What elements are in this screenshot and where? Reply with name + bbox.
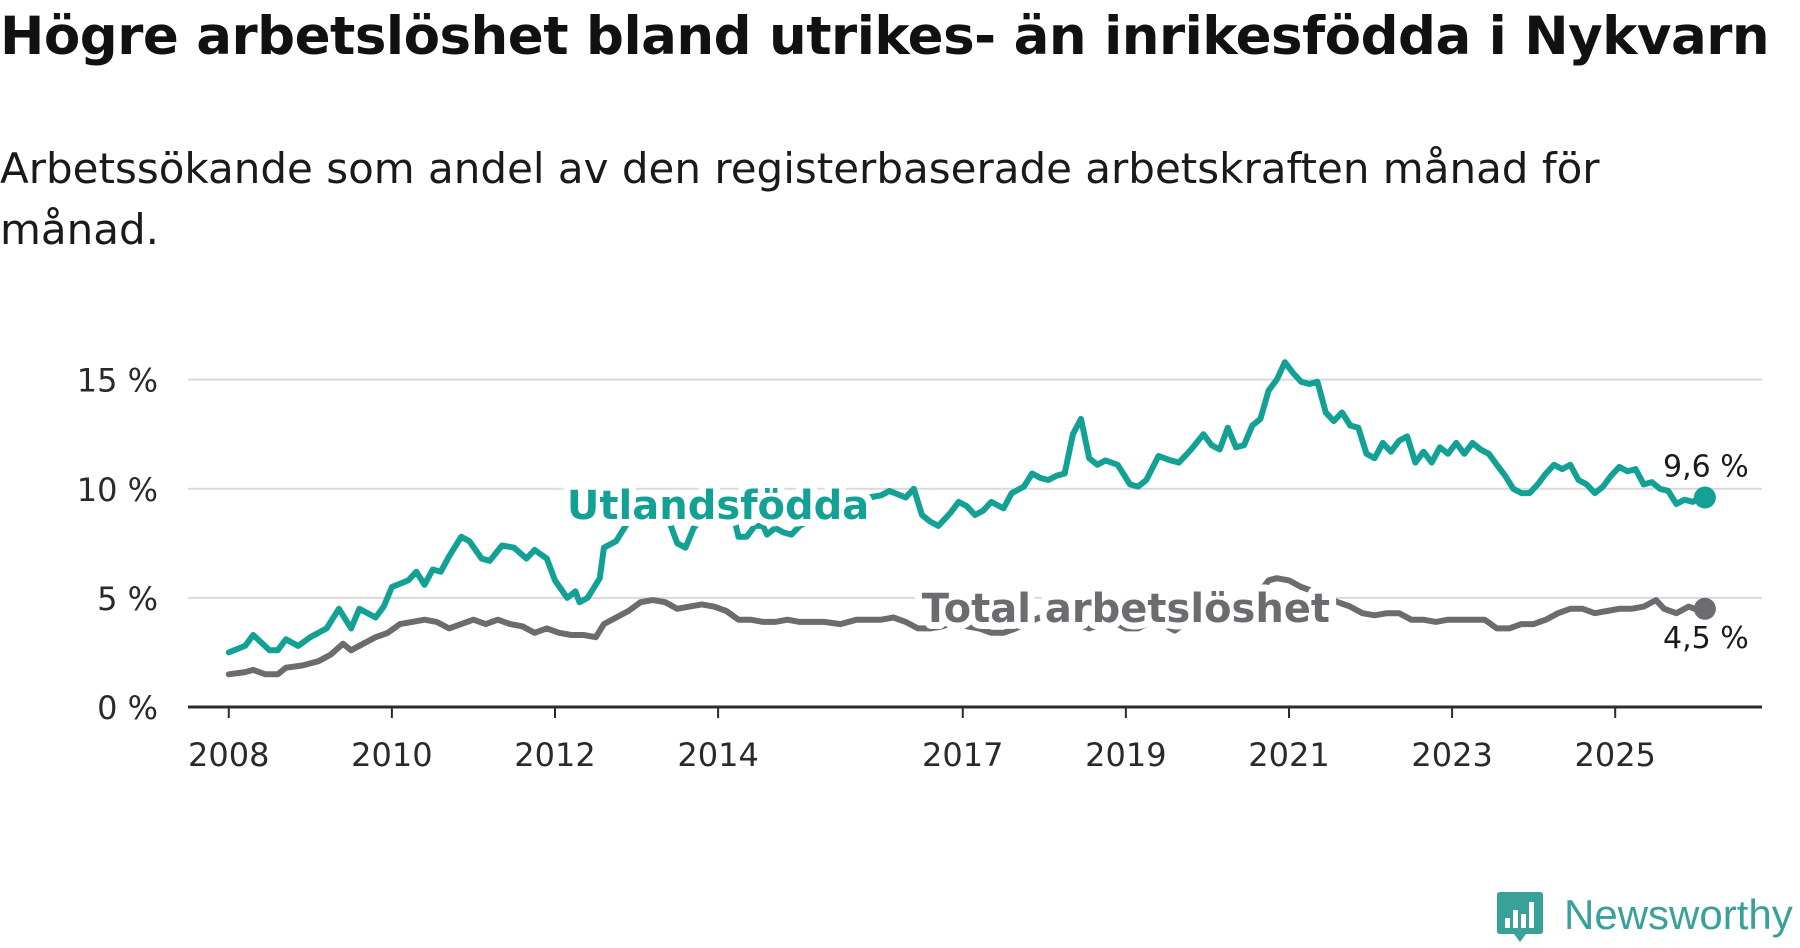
y-axis: 0 % 5 % 10 % 15 %: [77, 362, 158, 727]
end-value-label: 9,6 %: [1663, 449, 1749, 484]
series-lines: [225, 359, 1708, 678]
x-tick-label: 2017: [922, 736, 1003, 774]
end-point-marker: [1693, 486, 1716, 509]
x-tick-label: 2008: [188, 736, 269, 774]
y-tick-label: 5 %: [97, 580, 158, 618]
newsworthy-brand: Newsworthy: [1496, 888, 1796, 948]
x-axis: 2008 2010 2012 2014 2017 2019 2021 2023 2025: [188, 705, 1762, 774]
chart-subtitle: Arbetssökande som andel av den registerb…: [0, 144, 1600, 254]
x-tick-label: 2025: [1574, 736, 1655, 774]
end-point-marker: [1693, 597, 1716, 620]
x-tick-label: 2019: [1085, 736, 1166, 774]
y-tick-label: 0 %: [97, 689, 158, 727]
x-tick-label: 2023: [1411, 736, 1492, 774]
series-annotation: Utlandsfödda: [567, 483, 869, 529]
y-tick-label: 10 %: [77, 471, 158, 509]
end-labels: 9,6 % 4,5 %: [1663, 449, 1749, 655]
series-line-utlandsf-dda: [225, 359, 1708, 656]
brand-name: Newsworthy: [1564, 891, 1793, 938]
series-annotation: Total arbetslöshet: [922, 586, 1330, 632]
gridlines: [188, 378, 1762, 599]
x-tick-label: 2021: [1248, 736, 1329, 774]
x-tick-label: 2012: [514, 736, 595, 774]
x-tick-label: 2014: [677, 736, 758, 774]
series-annotations: Utlandsfödda Total arbetslöshet: [560, 476, 1337, 639]
series-line-total-arbetsl-shet: [225, 575, 1708, 678]
x-tick-label: 2010: [351, 736, 432, 774]
chart-title: Högre arbetslöshet bland utrikes- än inr…: [0, 6, 1770, 67]
bar-chart-logo-icon: [1497, 892, 1543, 942]
y-tick-label: 15 %: [77, 362, 158, 400]
end-value-label: 4,5 %: [1663, 621, 1749, 656]
